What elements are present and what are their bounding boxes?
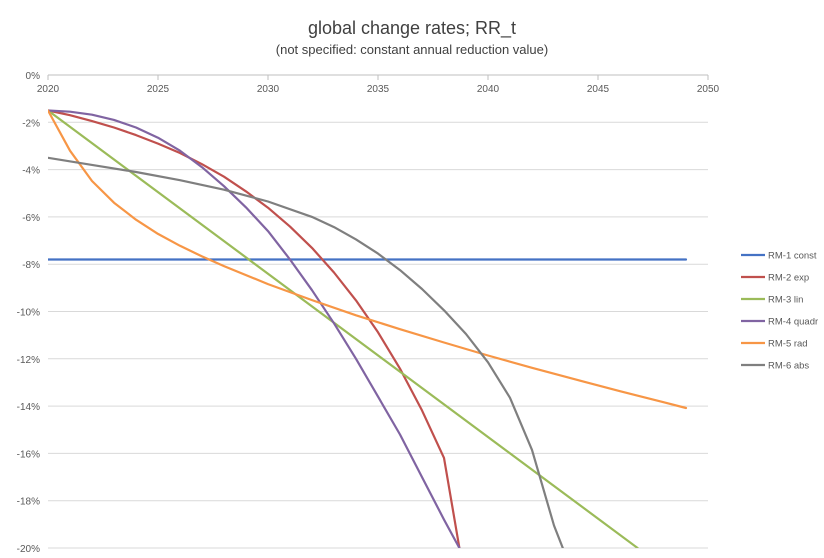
x-tick-label: 2050 [697,84,720,95]
legend-label: RM-4 quadr [768,317,818,328]
legend-label: RM-1 const [768,251,817,262]
series-line-rm-4-quadr [48,109,461,548]
series-line-rm-3-lin [48,109,639,548]
y-tick-label: -14% [17,402,40,413]
y-tick-label: -4% [22,166,40,177]
x-tick-label: 2045 [587,84,610,95]
y-tick-label: 0% [26,71,41,82]
legend-label: RM-3 lin [768,295,803,306]
x-tick-label: 2020 [37,84,60,95]
y-tick-label: -2% [22,118,40,129]
y-tick-label: -20% [17,544,40,555]
x-tick-label: 2030 [257,84,280,95]
legend-label: RM-5 rad [768,339,808,350]
y-tick-label: -12% [17,355,40,366]
x-tick-label: 2040 [477,84,500,95]
legend-label: RM-2 exp [768,273,809,284]
y-tick-label: -18% [17,497,40,508]
y-tick-label: -10% [17,308,40,319]
series-line-rm-6-abs [48,156,564,548]
y-tick-label: -6% [22,213,40,224]
series-line-rm-5-rad [48,109,688,410]
chart-title: global change rates; RR_t [307,18,517,38]
legend-label: RM-6 abs [768,361,809,372]
y-tick-label: -16% [17,449,40,460]
y-tick-label: -8% [22,260,40,271]
x-tick-label: 2025 [147,84,170,95]
x-tick-label: 2035 [367,84,390,95]
chart-subtitle: (not specified: constant annual reductio… [275,42,549,57]
